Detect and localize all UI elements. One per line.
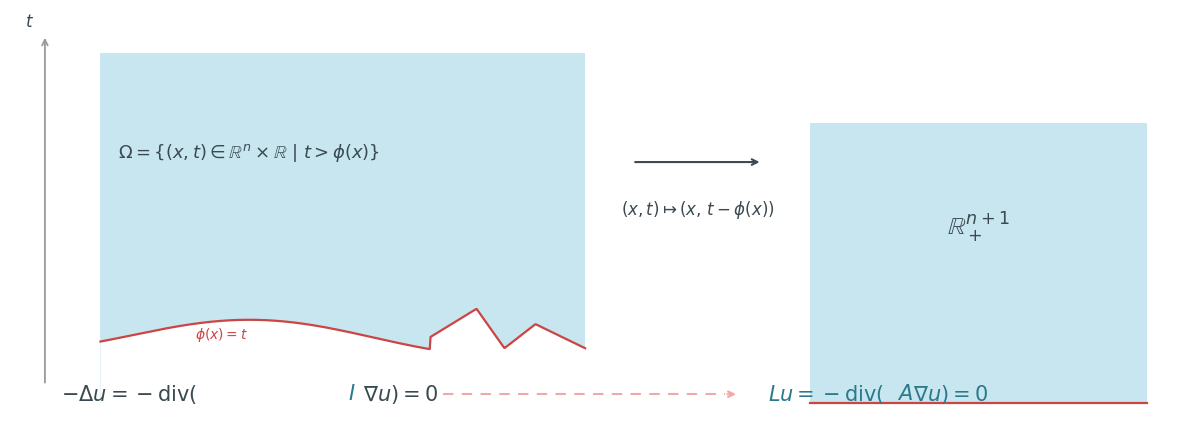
Text: $t$: $t$ (25, 13, 34, 31)
Text: $(x,t) \mapsto (x,\, t - \phi(x))$: $(x,t) \mapsto (x,\, t - \phi(x))$ (621, 199, 774, 221)
Text: $\nabla u) = 0$: $\nabla u) = 0$ (363, 383, 437, 406)
Text: $A$: $A$ (897, 384, 913, 404)
Bar (810, 123, 1147, 403)
Text: $\mathbb{R}^{n+1}_+$: $\mathbb{R}^{n+1}_+$ (947, 211, 1011, 245)
Text: $I$: $I$ (348, 384, 355, 404)
Text: $\Omega = \{(x,t) \in \mathbb{R}^n \times \mathbb{R}\ |\ t > \phi(x)\}$: $\Omega = \{(x,t) \in \mathbb{R}^n \time… (118, 142, 381, 164)
Text: $-\Delta u = -\operatorname{div}($: $-\Delta u = -\operatorname{div}($ (61, 383, 197, 406)
Text: $Lu = -\operatorname{div}($: $Lu = -\operatorname{div}($ (768, 383, 884, 406)
Text: $\nabla u) = 0$: $\nabla u) = 0$ (913, 383, 987, 406)
Text: $\phi(x) = t$: $\phi(x) = t$ (195, 326, 248, 344)
Bar (100, 53, 585, 403)
Polygon shape (100, 309, 585, 438)
